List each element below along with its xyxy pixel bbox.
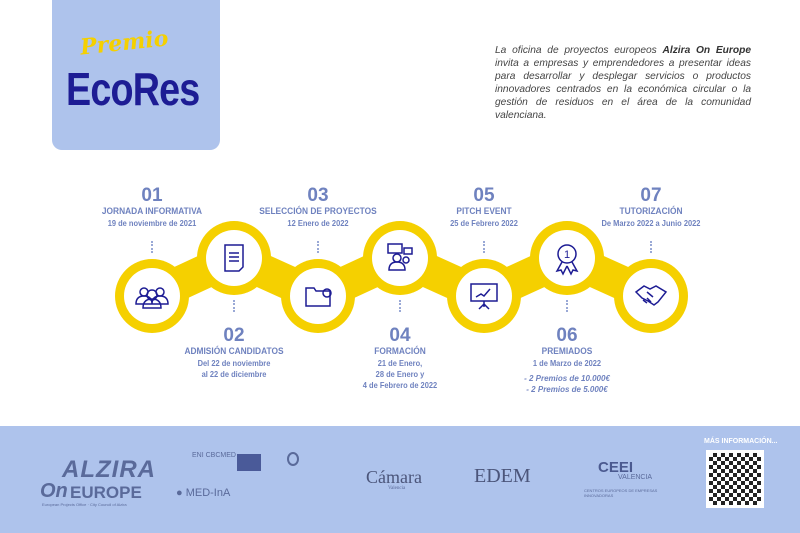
eni-logo: ENI CBCMED — [192, 452, 236, 459]
step-date: 12 Enero de 2022 — [287, 218, 349, 228]
presentation-icon — [470, 283, 498, 310]
step-date: 4 de Febrero de 2022 — [362, 380, 438, 390]
crest-logo — [287, 452, 299, 466]
step-date: 28 de Enero y — [375, 369, 425, 379]
dotted-connector — [483, 241, 485, 253]
step-circle-inner — [290, 268, 346, 324]
step-06: 06 PREMIADOS 1 de Marzo de 2022 - 2 Prem… — [477, 326, 657, 395]
step-date: 19 de noviembre de 2021 — [107, 218, 197, 228]
step-number: 05 — [473, 185, 495, 206]
training-icon — [387, 243, 413, 271]
step-prize: - 2 Premios de 10.000€ — [524, 374, 610, 383]
svg-text:1: 1 — [564, 249, 570, 261]
step-title: PREMIADOS — [541, 346, 593, 357]
step-title: ADMISIÓN CANDIDATOS — [184, 346, 284, 357]
award-icon: 1 — [555, 244, 579, 276]
step-number: 07 — [640, 185, 662, 206]
ceei-logo: CEEI — [598, 459, 634, 476]
logo-ecores: EcoRes — [66, 63, 200, 115]
camara-logo: Cámara — [366, 467, 422, 487]
alzira-logo: ALZIRA — [62, 456, 156, 483]
dotted-connector — [151, 241, 153, 253]
step-02: 02 ADMISIÓN CANDIDATOS Del 22 de noviemb… — [144, 326, 324, 380]
group-icon — [135, 287, 169, 309]
step-title: PITCH EVENT — [456, 206, 512, 217]
step-date: al 22 de diciembre — [201, 369, 267, 379]
medina-logo: ● MED-InA — [176, 487, 231, 499]
step-number: 02 — [223, 325, 245, 346]
eu-flag — [237, 454, 261, 471]
step-03: 03 SELECCIÓN DE PROYECTOS 12 Enero de 20… — [228, 186, 408, 229]
dotted-connector — [233, 300, 235, 312]
dotted-connector — [317, 241, 319, 253]
timeline: 1 — [115, 221, 688, 333]
step-07: 07 TUTORIZACIÓN De Marzo 2022 a Junio 20… — [561, 186, 741, 229]
ecores-logo: Premio EcoRes — [52, 0, 220, 150]
step-circle-inner — [372, 230, 428, 286]
handshake-icon — [634, 285, 668, 306]
step-circle-inner — [124, 268, 180, 324]
dotted-connector — [650, 241, 652, 253]
dotted-connector — [566, 300, 568, 312]
step-05: 05 PITCH EVENT 25 de Febrero 2022 — [394, 186, 574, 229]
step-circle-inner — [206, 230, 262, 286]
qr-code[interactable] — [706, 450, 764, 508]
step-title: SELECCIÓN DE PROYECTOS — [259, 206, 377, 217]
footer: ALZIRA On EUROPE European Projects Offic… — [0, 426, 800, 533]
step-date: De Marzo 2022 a Junio 2022 — [601, 218, 701, 228]
step-date: 25 de Febrero 2022 — [450, 218, 518, 228]
dotted-connector — [399, 300, 401, 312]
step-circle-inner — [539, 230, 595, 286]
step-number: 04 — [389, 325, 411, 346]
step-number: 06 — [556, 325, 578, 346]
step-number: 03 — [307, 185, 329, 206]
step-prize: - 2 Premios de 5.000€ — [526, 385, 608, 394]
step-number: 01 — [141, 185, 163, 206]
folder-check-icon — [305, 287, 332, 307]
document-icon — [224, 244, 244, 272]
intro-text: La oficina de proyectos europeos Alzira … — [495, 45, 751, 121]
edem-logo: EDEM — [474, 465, 531, 487]
more-info-label: MÁS INFORMACIÓN... — [704, 438, 778, 445]
step-date: 1 de Marzo de 2022 — [532, 358, 602, 368]
step-date: Del 22 de noviembre — [197, 358, 271, 368]
step-date: 21 de Enero, — [377, 358, 423, 368]
step-title: FORMACIÓN — [374, 346, 426, 357]
step-01: 01 JORNADA INFORMATIVA 19 de noviembre d… — [62, 186, 242, 229]
step-title: TUTORIZACIÓN — [619, 206, 683, 217]
step-title: JORNADA INFORMATIVA — [101, 206, 203, 217]
